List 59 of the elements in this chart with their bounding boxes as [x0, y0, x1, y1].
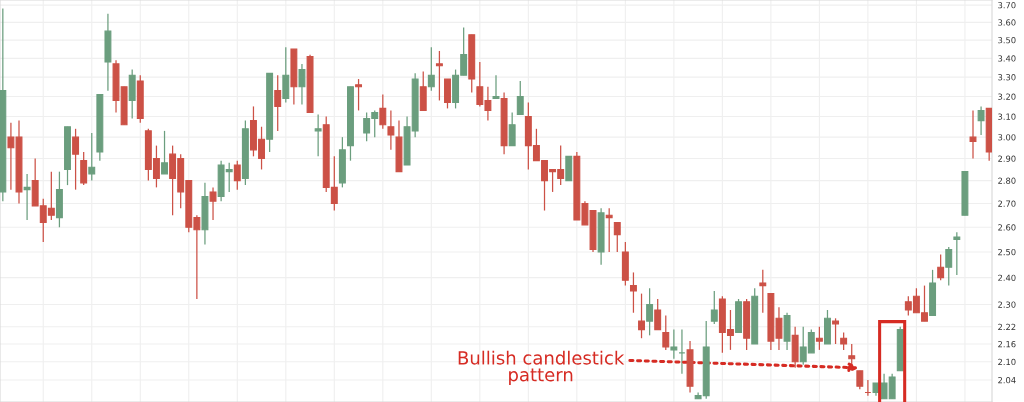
- candlestick: [508, 111, 516, 147]
- candlestick: [88, 132, 96, 182]
- candlestick: [945, 246, 953, 287]
- candlestick: [233, 160, 241, 191]
- candlestick: [710, 290, 718, 325]
- candlestick: [977, 105, 985, 136]
- candlestick: [856, 370, 864, 390]
- y-tick-label: 3.70: [998, 2, 1016, 9]
- y-tick-label: 3.50: [998, 37, 1016, 44]
- candlestick: [379, 93, 387, 130]
- y-tick-label: 2.10: [998, 358, 1016, 366]
- candlestick: [492, 74, 500, 100]
- y-tick-label: 2.22: [998, 323, 1016, 330]
- candlestick: [629, 271, 637, 314]
- candlestick: [646, 287, 654, 336]
- y-tick-label: 2.04: [998, 376, 1016, 384]
- candlestick: [953, 231, 961, 276]
- candlestick: [161, 130, 168, 175]
- candlestick: [654, 298, 662, 331]
- candlestick: [516, 80, 524, 116]
- candlestick: [670, 328, 678, 360]
- candlestick: [72, 128, 80, 191]
- candlestick: [815, 326, 823, 351]
- candlestick: [23, 173, 31, 221]
- candlestick: [937, 253, 945, 281]
- y-tick-label: 3.40: [998, 55, 1016, 62]
- annotation: Bullish candlestick pattern: [458, 350, 625, 385]
- candlestick: [759, 269, 767, 314]
- candlestick: [832, 317, 840, 345]
- candlestick: [613, 221, 621, 253]
- candlestick: [209, 186, 217, 221]
- candlestick: [662, 314, 670, 351]
- y-tick-label: 3.20: [998, 93, 1016, 100]
- candlestick: [444, 78, 451, 110]
- candlestick: [419, 70, 427, 112]
- y-tick-label: 2.90: [998, 155, 1016, 162]
- y-tick-label: 3.10: [998, 113, 1016, 120]
- candlestick: [298, 63, 306, 106]
- y-tick-label: 2.80: [998, 177, 1016, 184]
- candlestick: [435, 50, 443, 102]
- candlestick: [427, 46, 435, 92]
- y-tick-label: 3.00: [998, 134, 1016, 141]
- candlestick: [282, 46, 290, 104]
- y-tick-label: 2.50: [998, 248, 1016, 256]
- candlestick: [80, 151, 88, 186]
- candlestick: [387, 109, 395, 151]
- y-tick-label: 2.30: [998, 301, 1016, 308]
- candlestick: [274, 74, 282, 132]
- y-tick-label: 3.60: [998, 19, 1016, 26]
- y-tick-label: 2.16: [998, 341, 1016, 348]
- y-tick-label: 2.40: [998, 274, 1016, 281]
- candlestick: [638, 292, 645, 339]
- candlestick: [355, 78, 363, 112]
- y-tick-label: 3.30: [998, 74, 1016, 81]
- candlestick: [969, 109, 977, 160]
- y-tick-label: 2.70: [998, 200, 1016, 207]
- candlestick: [314, 113, 322, 157]
- y-tick-label: 2.60: [998, 224, 1016, 231]
- candlestick: [605, 207, 613, 253]
